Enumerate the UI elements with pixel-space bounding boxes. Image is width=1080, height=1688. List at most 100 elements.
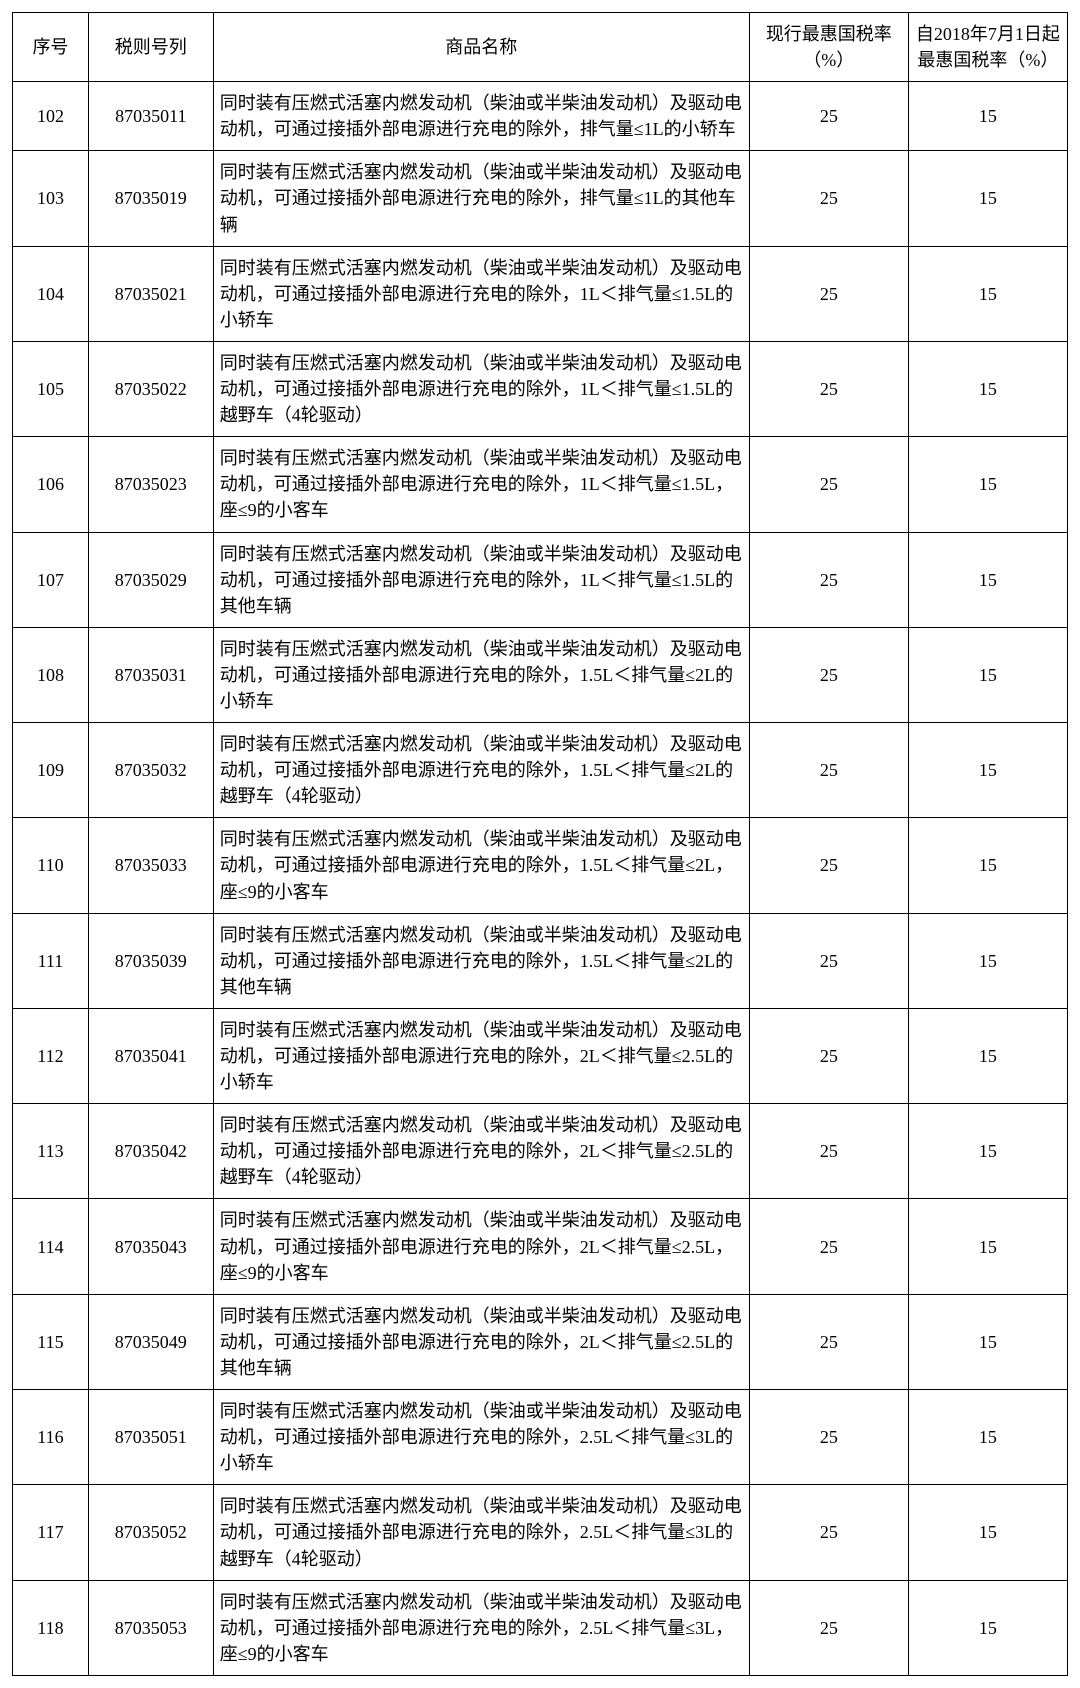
cell-name: 同时装有压燃式活塞内燃发动机（柴油或半柴油发动机）及驱动电动机，可通过接插外部电… — [213, 341, 749, 436]
cell-rate2: 15 — [908, 1104, 1067, 1199]
cell-code: 87035052 — [88, 1485, 213, 1580]
col-header-rate1: 现行最惠国税率（%） — [749, 13, 908, 82]
cell-code: 87035039 — [88, 913, 213, 1008]
cell-rate2: 15 — [908, 723, 1067, 818]
cell-rate2: 15 — [908, 1390, 1067, 1485]
cell-name: 同时装有压燃式活塞内燃发动机（柴油或半柴油发动机）及驱动电动机，可通过接插外部电… — [213, 437, 749, 532]
cell-rate1: 25 — [749, 1199, 908, 1294]
cell-rate2: 15 — [908, 1485, 1067, 1580]
cell-code: 87035043 — [88, 1199, 213, 1294]
cell-rate1: 25 — [749, 1485, 908, 1580]
cell-seq: 109 — [13, 723, 89, 818]
cell-rate1: 25 — [749, 437, 908, 532]
cell-name: 同时装有压燃式活塞内燃发动机（柴油或半柴油发动机）及驱动电动机，可通过接插外部电… — [213, 1008, 749, 1103]
cell-seq: 113 — [13, 1104, 89, 1199]
cell-code: 87035051 — [88, 1390, 213, 1485]
cell-code: 87035032 — [88, 723, 213, 818]
table-row: 11687035051同时装有压燃式活塞内燃发动机（柴油或半柴油发动机）及驱动电… — [13, 1390, 1068, 1485]
cell-name: 同时装有压燃式活塞内燃发动机（柴油或半柴油发动机）及驱动电动机，可通过接插外部电… — [213, 818, 749, 913]
cell-rate1: 25 — [749, 151, 908, 246]
cell-rate1: 25 — [749, 341, 908, 436]
table-body: 10287035011同时装有压燃式活塞内燃发动机（柴油或半柴油发动机）及驱动电… — [13, 82, 1068, 1676]
col-header-seq: 序号 — [13, 13, 89, 82]
table-row: 10387035019同时装有压燃式活塞内燃发动机（柴油或半柴油发动机）及驱动电… — [13, 151, 1068, 246]
cell-seq: 102 — [13, 82, 89, 151]
cell-rate1: 25 — [749, 1580, 908, 1675]
cell-name: 同时装有压燃式活塞内燃发动机（柴油或半柴油发动机）及驱动电动机，可通过接插外部电… — [213, 151, 749, 246]
cell-name: 同时装有压燃式活塞内燃发动机（柴油或半柴油发动机）及驱动电动机，可通过接插外部电… — [213, 1199, 749, 1294]
cell-name: 同时装有压燃式活塞内燃发动机（柴油或半柴油发动机）及驱动电动机，可通过接插外部电… — [213, 913, 749, 1008]
table-row: 11287035041同时装有压燃式活塞内燃发动机（柴油或半柴油发动机）及驱动电… — [13, 1008, 1068, 1103]
cell-rate2: 15 — [908, 246, 1067, 341]
cell-name: 同时装有压燃式活塞内燃发动机（柴油或半柴油发动机）及驱动电动机，可通过接插外部电… — [213, 82, 749, 151]
table-row: 11187035039同时装有压燃式活塞内燃发动机（柴油或半柴油发动机）及驱动电… — [13, 913, 1068, 1008]
table-row: 10987035032同时装有压燃式活塞内燃发动机（柴油或半柴油发动机）及驱动电… — [13, 723, 1068, 818]
table-row: 10787035029同时装有压燃式活塞内燃发动机（柴油或半柴油发动机）及驱动电… — [13, 532, 1068, 627]
cell-name: 同时装有压燃式活塞内燃发动机（柴油或半柴油发动机）及驱动电动机，可通过接插外部电… — [213, 627, 749, 722]
cell-name: 同时装有压燃式活塞内燃发动机（柴油或半柴油发动机）及驱动电动机，可通过接插外部电… — [213, 246, 749, 341]
cell-code: 87035011 — [88, 82, 213, 151]
cell-rate1: 25 — [749, 82, 908, 151]
cell-rate1: 25 — [749, 723, 908, 818]
cell-seq: 104 — [13, 246, 89, 341]
cell-rate2: 15 — [908, 151, 1067, 246]
cell-seq: 112 — [13, 1008, 89, 1103]
table-row: 10287035011同时装有压燃式活塞内燃发动机（柴油或半柴油发动机）及驱动电… — [13, 82, 1068, 151]
cell-code: 87035031 — [88, 627, 213, 722]
cell-name: 同时装有压燃式活塞内燃发动机（柴油或半柴油发动机）及驱动电动机，可通过接插外部电… — [213, 1580, 749, 1675]
cell-code: 87035029 — [88, 532, 213, 627]
cell-rate1: 25 — [749, 246, 908, 341]
tariff-table: 序号 税则号列 商品名称 现行最惠国税率（%） 自2018年7月1日起最惠国税率… — [12, 12, 1068, 1676]
cell-rate2: 15 — [908, 532, 1067, 627]
cell-seq: 111 — [13, 913, 89, 1008]
cell-seq: 103 — [13, 151, 89, 246]
cell-rate1: 25 — [749, 627, 908, 722]
table-row: 11387035042同时装有压燃式活塞内燃发动机（柴油或半柴油发动机）及驱动电… — [13, 1104, 1068, 1199]
table-row: 10887035031同时装有压燃式活塞内燃发动机（柴油或半柴油发动机）及驱动电… — [13, 627, 1068, 722]
table-row: 11587035049同时装有压燃式活塞内燃发动机（柴油或半柴油发动机）及驱动电… — [13, 1294, 1068, 1389]
cell-seq: 110 — [13, 818, 89, 913]
cell-code: 87035033 — [88, 818, 213, 913]
cell-rate2: 15 — [908, 341, 1067, 436]
cell-code: 87035049 — [88, 1294, 213, 1389]
cell-rate1: 25 — [749, 1390, 908, 1485]
cell-rate2: 15 — [908, 1294, 1067, 1389]
cell-rate2: 15 — [908, 627, 1067, 722]
cell-rate1: 25 — [749, 818, 908, 913]
cell-rate2: 15 — [908, 1008, 1067, 1103]
cell-rate2: 15 — [908, 818, 1067, 913]
cell-rate2: 15 — [908, 437, 1067, 532]
cell-name: 同时装有压燃式活塞内燃发动机（柴油或半柴油发动机）及驱动电动机，可通过接插外部电… — [213, 532, 749, 627]
cell-rate1: 25 — [749, 532, 908, 627]
table-row: 10687035023同时装有压燃式活塞内燃发动机（柴油或半柴油发动机）及驱动电… — [13, 437, 1068, 532]
cell-code: 87035041 — [88, 1008, 213, 1103]
col-header-code: 税则号列 — [88, 13, 213, 82]
table-header: 序号 税则号列 商品名称 现行最惠国税率（%） 自2018年7月1日起最惠国税率… — [13, 13, 1068, 82]
cell-name: 同时装有压燃式活塞内燃发动机（柴油或半柴油发动机）及驱动电动机，可通过接插外部电… — [213, 1294, 749, 1389]
cell-name: 同时装有压燃式活塞内燃发动机（柴油或半柴油发动机）及驱动电动机，可通过接插外部电… — [213, 1485, 749, 1580]
table-row: 10587035022同时装有压燃式活塞内燃发动机（柴油或半柴油发动机）及驱动电… — [13, 341, 1068, 436]
cell-code: 87035053 — [88, 1580, 213, 1675]
cell-rate1: 25 — [749, 1294, 908, 1389]
table-row: 11487035043同时装有压燃式活塞内燃发动机（柴油或半柴油发动机）及驱动电… — [13, 1199, 1068, 1294]
cell-seq: 118 — [13, 1580, 89, 1675]
cell-code: 87035042 — [88, 1104, 213, 1199]
cell-seq: 108 — [13, 627, 89, 722]
cell-seq: 114 — [13, 1199, 89, 1294]
cell-seq: 117 — [13, 1485, 89, 1580]
table-row: 11787035052同时装有压燃式活塞内燃发动机（柴油或半柴油发动机）及驱动电… — [13, 1485, 1068, 1580]
cell-rate2: 15 — [908, 82, 1067, 151]
cell-name: 同时装有压燃式活塞内燃发动机（柴油或半柴油发动机）及驱动电动机，可通过接插外部电… — [213, 1104, 749, 1199]
cell-rate2: 15 — [908, 1580, 1067, 1675]
cell-name: 同时装有压燃式活塞内燃发动机（柴油或半柴油发动机）及驱动电动机，可通过接插外部电… — [213, 1390, 749, 1485]
cell-seq: 115 — [13, 1294, 89, 1389]
cell-code: 87035023 — [88, 437, 213, 532]
cell-rate2: 15 — [908, 1199, 1067, 1294]
cell-seq: 106 — [13, 437, 89, 532]
cell-rate1: 25 — [749, 1104, 908, 1199]
col-header-name: 商品名称 — [213, 13, 749, 82]
cell-code: 87035022 — [88, 341, 213, 436]
table-row: 11887035053同时装有压燃式活塞内燃发动机（柴油或半柴油发动机）及驱动电… — [13, 1580, 1068, 1675]
table-row: 10487035021同时装有压燃式活塞内燃发动机（柴油或半柴油发动机）及驱动电… — [13, 246, 1068, 341]
cell-code: 87035019 — [88, 151, 213, 246]
